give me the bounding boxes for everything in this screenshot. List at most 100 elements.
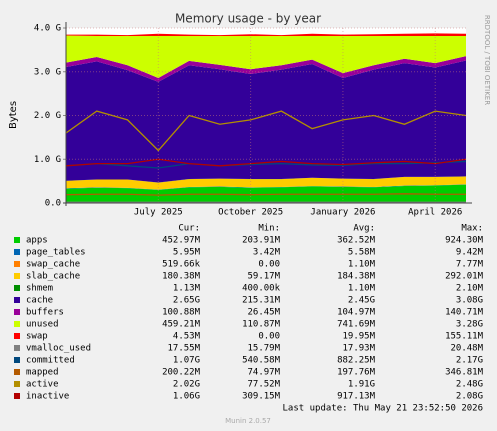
legend-stat: 882.25M xyxy=(337,356,376,366)
y-tick-label: 4.0 G xyxy=(34,24,61,34)
legend-stat: 346.81M xyxy=(445,368,484,378)
legend-stat: 362.52M xyxy=(337,236,376,246)
legend-stat: 0.00 xyxy=(258,332,280,342)
legend-name: cache xyxy=(26,296,53,306)
legend-stat: 5.95M xyxy=(173,248,201,258)
legend-stat: 197.76M xyxy=(337,368,376,378)
legend-stat: 400.00k xyxy=(242,284,281,294)
legend-stat: 459.21M xyxy=(162,320,201,330)
last-update: Last update: Thu May 21 23:52:50 2026 xyxy=(283,404,483,414)
legend-stat: 26.45M xyxy=(247,308,280,318)
legend-stat: 110.87M xyxy=(242,320,281,330)
x-tick-label: October 2025 xyxy=(218,208,283,218)
legend-swatch xyxy=(14,333,20,339)
legend-stat: 452.97M xyxy=(162,236,201,246)
legend-stat: 0.00 xyxy=(258,260,280,270)
legend-stat: 180.38M xyxy=(162,272,201,282)
legend-stat: 3.08G xyxy=(456,296,483,306)
legend-swatch xyxy=(14,297,20,303)
legend-stat: 3.42M xyxy=(253,248,281,258)
legend-stat: 1.06G xyxy=(173,392,200,402)
legend-stat: 2.08G xyxy=(456,392,483,402)
legend-header: Min: xyxy=(258,224,280,234)
legend-swatch xyxy=(14,393,20,399)
legend-name: buffers xyxy=(26,308,64,318)
legend-swatch xyxy=(14,237,20,243)
legend-stat: 104.97M xyxy=(337,308,376,318)
legend-stat: 2.02G xyxy=(173,380,200,390)
legend-stat: 1.07G xyxy=(173,356,200,366)
legend-stat: 19.95M xyxy=(342,332,375,342)
legend-stat: 77.52M xyxy=(247,380,280,390)
legend-stat: 3.28G xyxy=(456,320,483,330)
legend-name: swap_cache xyxy=(26,260,80,270)
legend: Cur: Min: Avg: Max: apps 452.97M 203.91M 362.52… xyxy=(14,224,484,402)
legend-name: unused xyxy=(26,320,59,330)
legend-name: slab_cache xyxy=(26,272,80,282)
legend-stat: 140.71M xyxy=(445,308,484,318)
legend-name: inactive xyxy=(26,392,69,402)
legend-stat: 4.53M xyxy=(173,332,201,342)
legend-stat: 100.88M xyxy=(162,308,201,318)
legend-name: mapped xyxy=(26,368,59,378)
legend-stat: 215.31M xyxy=(242,296,281,306)
legend-stat: 1.10M xyxy=(348,260,376,270)
legend-stat: 155.11M xyxy=(445,332,484,342)
legend-stat: 203.91M xyxy=(242,236,281,246)
legend-swatch xyxy=(14,345,20,351)
legend-stat: 292.01M xyxy=(445,272,484,282)
legend-stat: 2.65G xyxy=(173,296,200,306)
area xyxy=(66,176,466,190)
legend-stat: 9.42M xyxy=(456,248,484,258)
legend-stat: 2.48G xyxy=(456,380,483,390)
legend-stat: 1.10M xyxy=(348,284,376,294)
legend-swatch xyxy=(14,309,20,315)
x-tick-label: July 2025 xyxy=(134,208,183,218)
legend-stat: 309.15M xyxy=(242,392,281,402)
legend-stat: 741.69M xyxy=(337,320,376,330)
plot: 0.0 1.0 G 2.0 G 3.0 G 4.0 G July 2025 October … xyxy=(34,22,472,218)
legend-stat: 17.55M xyxy=(167,344,200,354)
legend-header: Avg: xyxy=(353,224,375,234)
legend-stat: 1.13M xyxy=(173,284,201,294)
legend-stat: 200.22M xyxy=(162,368,201,378)
legend-name: apps xyxy=(26,236,48,246)
legend-swatch xyxy=(14,273,20,279)
footer: Munin 2.0.57 xyxy=(225,417,271,425)
legend-name: committed xyxy=(26,356,75,366)
legend-stat: 2.45G xyxy=(348,296,375,306)
legend-stat: 59.17M xyxy=(247,272,280,282)
x-tick-label: January 2026 xyxy=(310,208,375,218)
legend-name: active xyxy=(26,380,59,390)
legend-header: Max: xyxy=(461,224,483,234)
line xyxy=(65,160,467,169)
chart-title: Memory usage - by year xyxy=(175,12,321,26)
legend-swatch xyxy=(14,369,20,375)
legend-swatch xyxy=(14,285,20,291)
legend-stat: 7.77M xyxy=(456,260,484,270)
y-tick-label: 3.0 G xyxy=(34,67,61,77)
legend-stat: 20.48M xyxy=(450,344,483,354)
legend-name: shmem xyxy=(26,284,53,294)
y-tick-label: 1.0 G xyxy=(34,155,61,165)
legend-stat: 5.58M xyxy=(348,248,376,258)
legend-swatch xyxy=(14,249,20,255)
legend-stat: 2.17G xyxy=(456,356,483,366)
legend-name: page_tables xyxy=(26,248,86,258)
area xyxy=(66,56,466,82)
legend-stat: 17.93M xyxy=(342,344,375,354)
legend-name: swap xyxy=(26,332,48,342)
x-tick-label: April 2026 xyxy=(408,208,462,218)
legend-stat: 924.30M xyxy=(445,236,484,246)
legend-swatch xyxy=(14,381,20,387)
legend-stat: 2.10M xyxy=(456,284,484,294)
area xyxy=(66,33,466,36)
legend-swatch xyxy=(14,261,20,267)
legend-stat: 917.13M xyxy=(337,392,376,402)
legend-swatch xyxy=(14,357,20,363)
legend-swatch xyxy=(14,321,20,327)
legend-header: Cur: xyxy=(178,224,200,234)
legend-stat: 1.91G xyxy=(348,380,375,390)
line xyxy=(65,158,467,167)
